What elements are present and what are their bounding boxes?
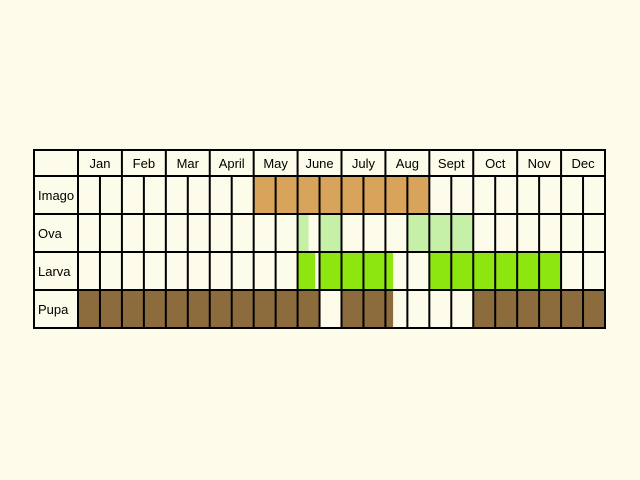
cell-imago-14 [385,177,408,213]
cell-ova-11 [319,215,342,251]
month-label: Mar [177,156,200,171]
month-label: Sept [438,156,465,171]
cell-pupa-23 [583,291,605,327]
cell-pupa-1 [99,291,122,327]
month-label: April [219,156,245,171]
cell-ova-10 [297,215,309,251]
cell-larva-16 [429,253,452,289]
cell-larva-18 [473,253,496,289]
cell-larva-13 [363,253,386,289]
cell-imago-12 [341,177,364,213]
cell-ova-16 [429,215,452,251]
cell-pupa-0 [78,291,100,327]
cell-pupa-22 [561,291,584,327]
cell-larva-17 [451,253,474,289]
cell-imago-13 [363,177,386,213]
cell-pupa-6 [209,291,232,327]
cell-pupa-14 [385,291,394,327]
cell-larva-12 [341,253,364,289]
cell-imago-10 [297,177,320,213]
cell-pupa-5 [187,291,210,327]
cell-pupa-10 [297,291,320,327]
cell-pupa-21 [539,291,562,327]
stage-label-pupa: Pupa [38,302,69,317]
cell-larva-20 [517,253,540,289]
cell-larva-19 [495,253,518,289]
cell-pupa-20 [517,291,540,327]
cell-ova-17 [451,215,474,251]
stage-label-imago: Imago [38,188,74,203]
month-label: Nov [528,156,552,171]
cell-imago-9 [275,177,298,213]
cell-pupa-19 [495,291,518,327]
stage-label-ova: Ova [38,226,63,241]
month-label: June [305,156,333,171]
stage-label-larva: Larva [38,264,71,279]
month-label: Jan [89,156,110,171]
month-label: Aug [396,156,419,171]
label-layer: Jan Feb Mar April May June July Aug Sept Oct Nov De… [38,156,595,317]
cell-pupa-2 [121,291,144,327]
cell-ova-15 [407,215,430,251]
cell-larva-10 [297,253,316,289]
cell-larva-14 [385,253,394,289]
cell-imago-11 [319,177,342,213]
cell-pupa-8 [253,291,276,327]
cell-larva-11 [319,253,342,289]
cell-larva-21 [539,253,562,289]
month-label: Feb [133,156,155,171]
month-label: July [352,156,376,171]
month-label: Oct [485,156,506,171]
cell-pupa-3 [143,291,166,327]
month-label: May [263,156,288,171]
cell-imago-8 [253,177,276,213]
cell-imago-15 [407,177,430,213]
cell-pupa-7 [231,291,254,327]
cell-pupa-18 [473,291,496,327]
cell-pupa-13 [363,291,386,327]
grid-lines [33,149,606,329]
month-label: Dec [571,156,595,171]
cell-pupa-9 [275,291,298,327]
cell-pupa-4 [165,291,188,327]
cell-pupa-12 [341,291,364,327]
